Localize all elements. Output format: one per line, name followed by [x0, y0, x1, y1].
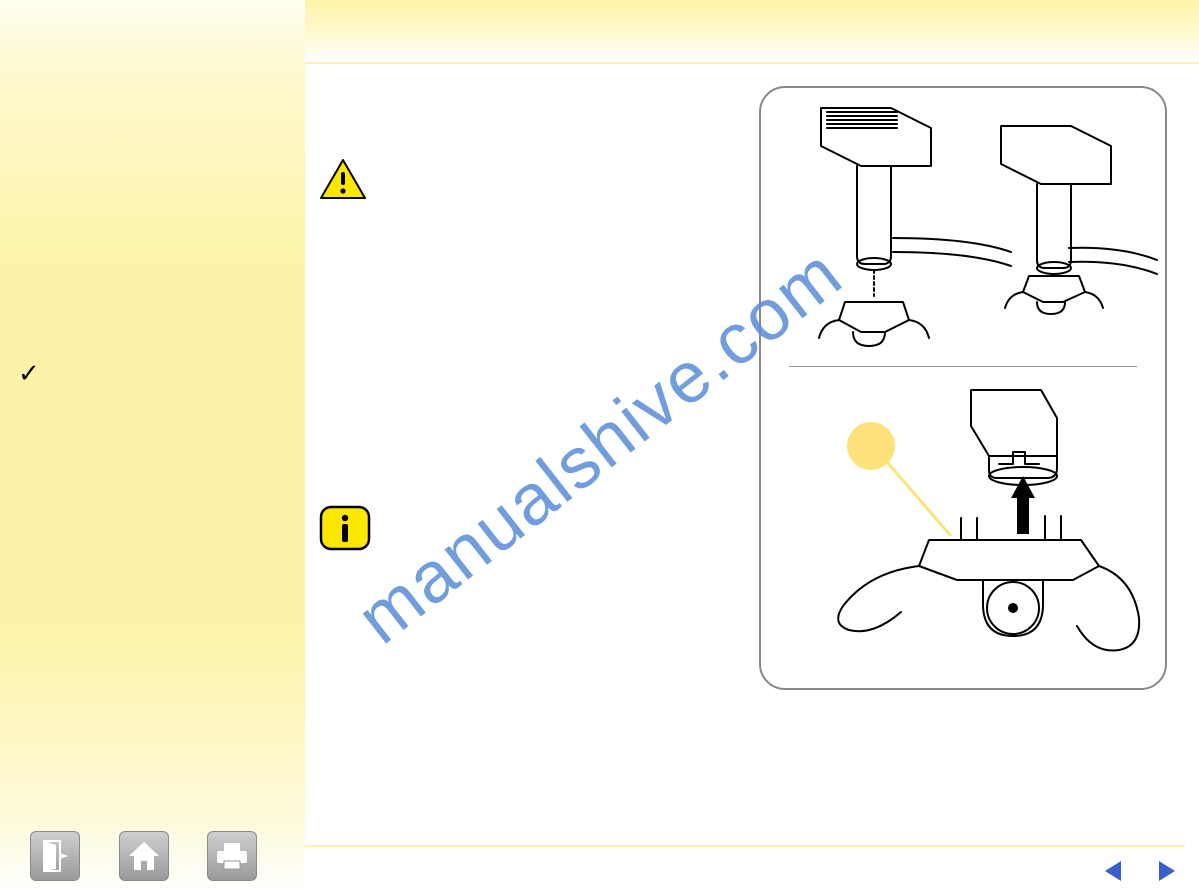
printer-icon [214, 841, 250, 871]
next-page-button[interactable] [1159, 861, 1175, 881]
checkmark-icon: ✓ [18, 358, 40, 389]
exit-button[interactable] [30, 831, 80, 881]
info-icon [319, 505, 371, 551]
header-strip [305, 0, 1199, 62]
sidebar-panel: ✓ [0, 0, 305, 893]
footer-divider [305, 845, 1185, 847]
illustration-divider [789, 366, 1137, 367]
illustration-top [761, 88, 1165, 366]
prev-page-button[interactable] [1105, 861, 1121, 881]
warning-icon [319, 158, 367, 202]
illustration-frame [759, 86, 1167, 690]
home-button[interactable] [119, 831, 169, 881]
print-button[interactable] [207, 831, 257, 881]
manual-page: ✓ [0, 0, 1199, 893]
illustration-bottom [761, 368, 1165, 688]
door-exit-icon [40, 839, 70, 873]
header-divider [305, 62, 1199, 64]
house-icon [127, 840, 161, 872]
